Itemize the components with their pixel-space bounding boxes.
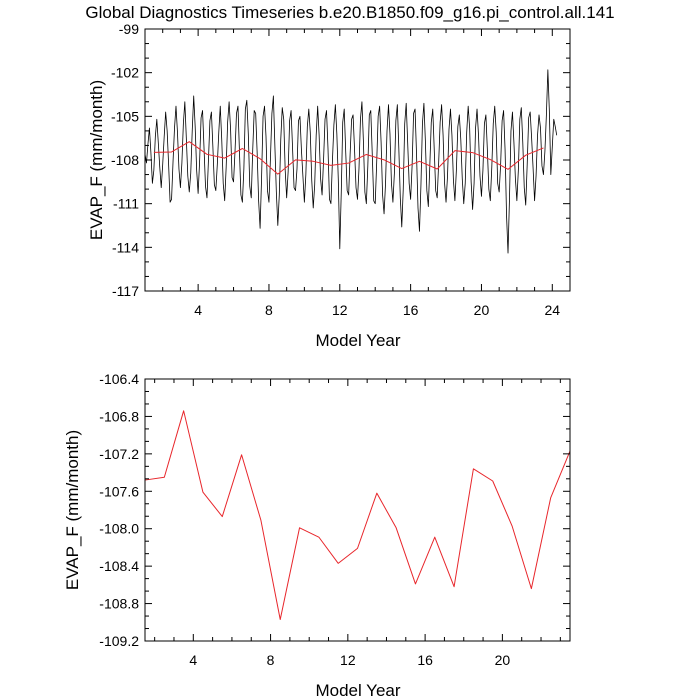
bottom-y-tick-label: -109.2 — [99, 633, 139, 649]
top-plot-area: 4 8 12 16 20 24 -99 -102 -105 -108 -111 -114 -117 — [111, 21, 571, 318]
top-series-line-monthly — [144, 69, 558, 254]
bottom-y-tick-label: -107.6 — [99, 483, 139, 499]
bottom-plot-frame — [144, 378, 571, 642]
top-y-tick-label: -105 — [111, 108, 139, 124]
bottom-x-tick-label: 12 — [340, 652, 356, 668]
top-y-tick-label: -102 — [111, 65, 139, 81]
bottom-x-tick-label: 4 — [189, 652, 197, 668]
bottom-x-tick-label: 8 — [267, 652, 275, 668]
top-y-tick-label: -108 — [111, 152, 139, 168]
bottom-y-tick-label: -108.0 — [99, 521, 139, 537]
bottom-x-axis-label: Model Year — [315, 681, 400, 700]
top-y-tick-label: -117 — [112, 283, 139, 299]
top-series-line-annual-mean — [153, 141, 544, 175]
top-x-tick-label: 20 — [474, 302, 490, 318]
bottom-x-tick-label: 16 — [417, 652, 433, 668]
top-x-axis-label: Model Year — [315, 331, 400, 350]
bottom-y-tick-label: -108.8 — [99, 596, 139, 612]
bottom-y-tick-label: -106.4 — [99, 371, 139, 387]
bottom-y-tick-label: -107.2 — [99, 446, 139, 462]
top-x-tick-label: 16 — [403, 302, 419, 318]
top-y-tick-label: -99 — [119, 21, 139, 37]
bottom-plot-area: 4 8 12 16 20 -106.4 -106.8 -107.2 -107.6 -108.0 -1… — [99, 371, 571, 668]
bottom-x-tick-label: 20 — [495, 652, 511, 668]
top-x-tick-label: 24 — [545, 302, 561, 318]
top-y-tick-label: -114 — [112, 239, 139, 255]
bottom-y-tick-label: -106.8 — [99, 408, 139, 424]
top-x-tick-label: 12 — [332, 302, 348, 318]
bottom-y-tick-label: -108.4 — [99, 558, 139, 574]
top-y-axis-label: EVAP_F (mm/month) — [87, 80, 106, 240]
bottom-y-axis-label: EVAP_F (mm/month) — [63, 430, 82, 590]
top-x-tick-label: 4 — [194, 302, 202, 318]
top-x-tick-label: 8 — [265, 302, 273, 318]
bottom-series-line-annual-mean — [144, 410, 571, 620]
top-y-tick-label: -111 — [113, 196, 139, 212]
chart-title: Global Diagnostics Timeseries b.e20.B185… — [85, 3, 614, 22]
